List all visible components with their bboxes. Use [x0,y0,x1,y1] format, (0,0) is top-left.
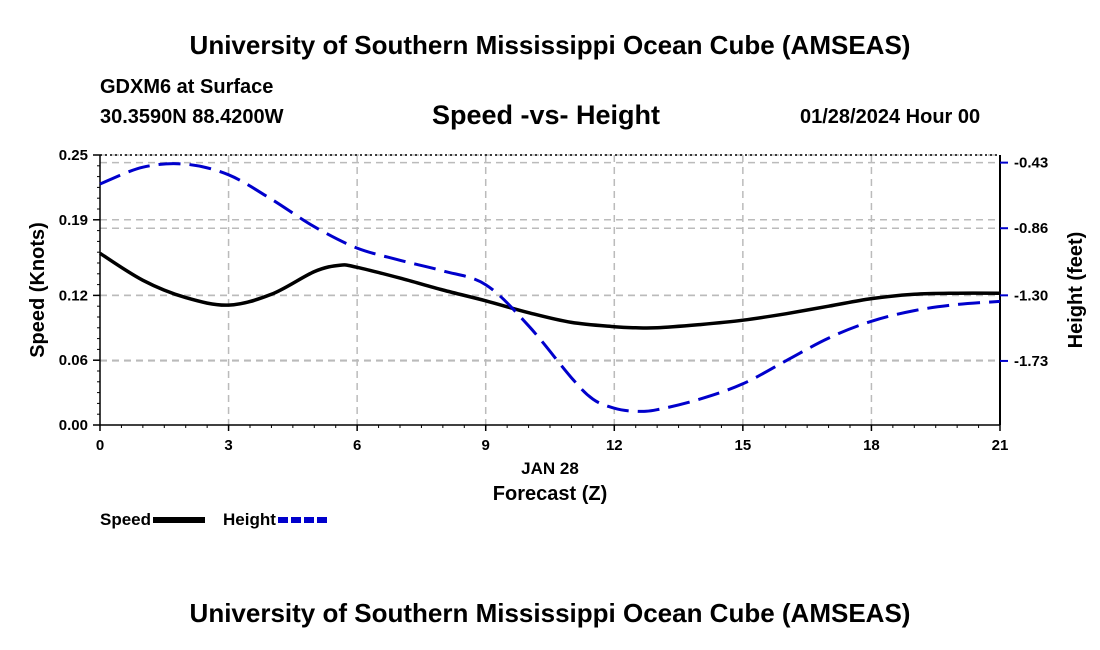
y-tick-label: 0.00 [59,417,88,434]
y2-axis-label: Height (feet) [1065,232,1087,349]
coordinates-label: 30.3590N 88.4200W [100,106,284,128]
y-tick-label: 0.12 [59,287,88,304]
y-axis-label: Speed (Knots) [27,222,49,358]
x-tick-label: 21 [992,437,1009,454]
y2-tick-label: -0.86 [1014,220,1048,237]
legend-height-label: Height [223,510,276,529]
main-title: University of Southern Mississippi Ocean… [189,30,911,60]
y-tick-label: 0.25 [59,147,88,164]
chart-title: Speed -vs- Height [432,100,661,130]
x-tick-label: 18 [863,437,880,454]
x-tick-label: 6 [353,437,361,454]
y2-tick-label: -0.43 [1014,155,1048,172]
speed-series-line [99,251,1001,330]
footer-title: University of Southern Mississippi Ocean… [189,598,911,628]
speed-height-chart: 0.00 0.06 0.12 0.19 0.25 -0.43 -0.86 -1.30 -1.73… [27,147,1087,505]
x-axis-label: Forecast (Z) [493,483,607,505]
y2-tick-label: -1.30 [1014,287,1048,304]
y-tick-label: 0.19 [59,212,88,229]
x-tick-label: 15 [735,437,752,454]
legend-speed-label: Speed [100,510,152,529]
y2-tick-label: -1.73 [1014,353,1048,370]
x-sublabel: JAN 28 [521,459,579,478]
legend-height-swatch [277,517,330,523]
legend-speed-swatch [153,517,206,523]
x-tick-label: 3 [224,437,232,454]
date-label: 01/28/2024 Hour 00 [800,106,981,128]
station-label: GDXM6 at Surface [100,76,274,98]
x-tick-label: 9 [482,437,490,454]
legend: Speed Height [100,508,330,532]
y-tick-label: 0.06 [59,352,88,369]
x-tick-label: 12 [606,437,623,454]
height-series-line [99,162,1001,413]
x-tick-label: 0 [96,437,104,454]
